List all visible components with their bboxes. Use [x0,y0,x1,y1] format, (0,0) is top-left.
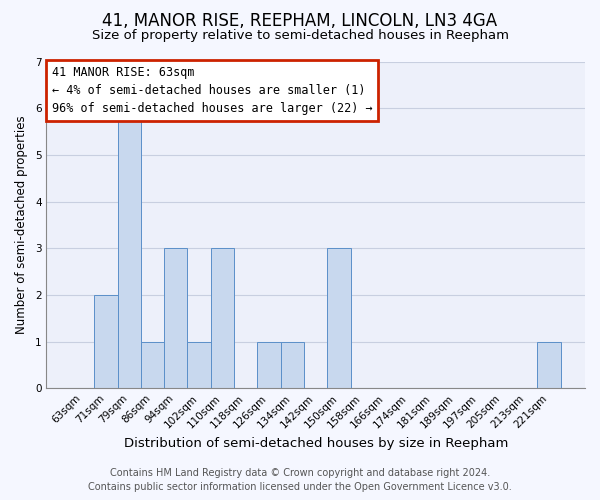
Bar [118,108,141,388]
Text: Size of property relative to semi-detached houses in Reepham: Size of property relative to semi-detach… [91,29,509,42]
Y-axis label: Number of semi-detached properties: Number of semi-detached properties [15,116,28,334]
Bar [328,248,350,388]
Bar [164,248,187,388]
Bar [211,248,234,388]
Bar [537,342,560,388]
Text: 41 MANOR RISE: 63sqm
← 4% of semi-detached houses are smaller (1)
96% of semi-de: 41 MANOR RISE: 63sqm ← 4% of semi-detach… [52,66,373,116]
Bar [187,342,211,388]
Bar [281,342,304,388]
Bar [141,342,164,388]
Bar [94,295,118,388]
Text: 41, MANOR RISE, REEPHAM, LINCOLN, LN3 4GA: 41, MANOR RISE, REEPHAM, LINCOLN, LN3 4G… [103,12,497,30]
X-axis label: Distribution of semi-detached houses by size in Reepham: Distribution of semi-detached houses by … [124,437,508,450]
Bar [257,342,281,388]
Text: Contains HM Land Registry data © Crown copyright and database right 2024.
Contai: Contains HM Land Registry data © Crown c… [88,468,512,492]
